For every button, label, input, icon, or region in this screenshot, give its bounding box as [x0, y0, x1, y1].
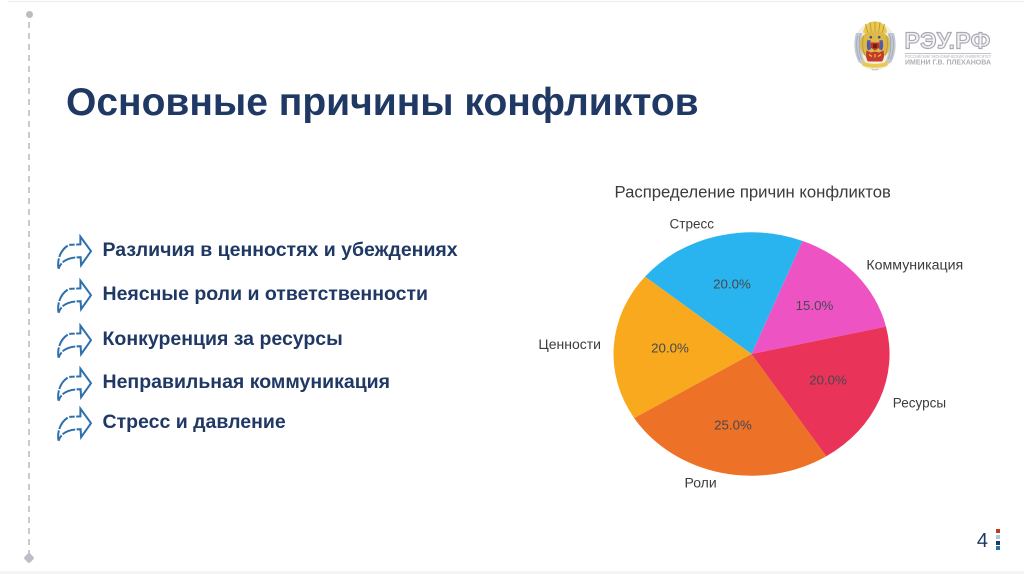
svg-text:20.0%: 20.0% — [713, 277, 751, 292]
svg-text:Стресс: Стресс — [670, 217, 715, 232]
svg-text:Ресурсы: Ресурсы — [893, 396, 946, 411]
svg-text:Распределение причин конфликто: Распределение причин конфликтов — [615, 183, 892, 202]
svg-text:Ценности: Ценности — [538, 336, 601, 352]
svg-text:20.0%: 20.0% — [809, 373, 847, 388]
svg-text:РОССИЙСКИЙ ЭКОНОМИЧЕСКИЙ УНИВЕ: РОССИЙСКИЙ ЭКОНОМИЧЕСКИЙ УНИВЕРСИТЕТ — [905, 52, 991, 59]
svg-text:25.0%: 25.0% — [714, 417, 752, 432]
svg-text:РЭУ.РФ: РЭУ.РФ — [905, 29, 991, 54]
svg-text:Роли: Роли — [684, 475, 716, 491]
svg-text:Коммуникация: Коммуникация — [866, 257, 963, 273]
svg-text:ИМЕНИ Г.В. ПЛЕХАНОВА: ИМЕНИ Г.В. ПЛЕХАНОВА — [905, 60, 991, 67]
svg-text:20.0%: 20.0% — [651, 340, 689, 355]
svg-text:15.0%: 15.0% — [796, 298, 834, 313]
